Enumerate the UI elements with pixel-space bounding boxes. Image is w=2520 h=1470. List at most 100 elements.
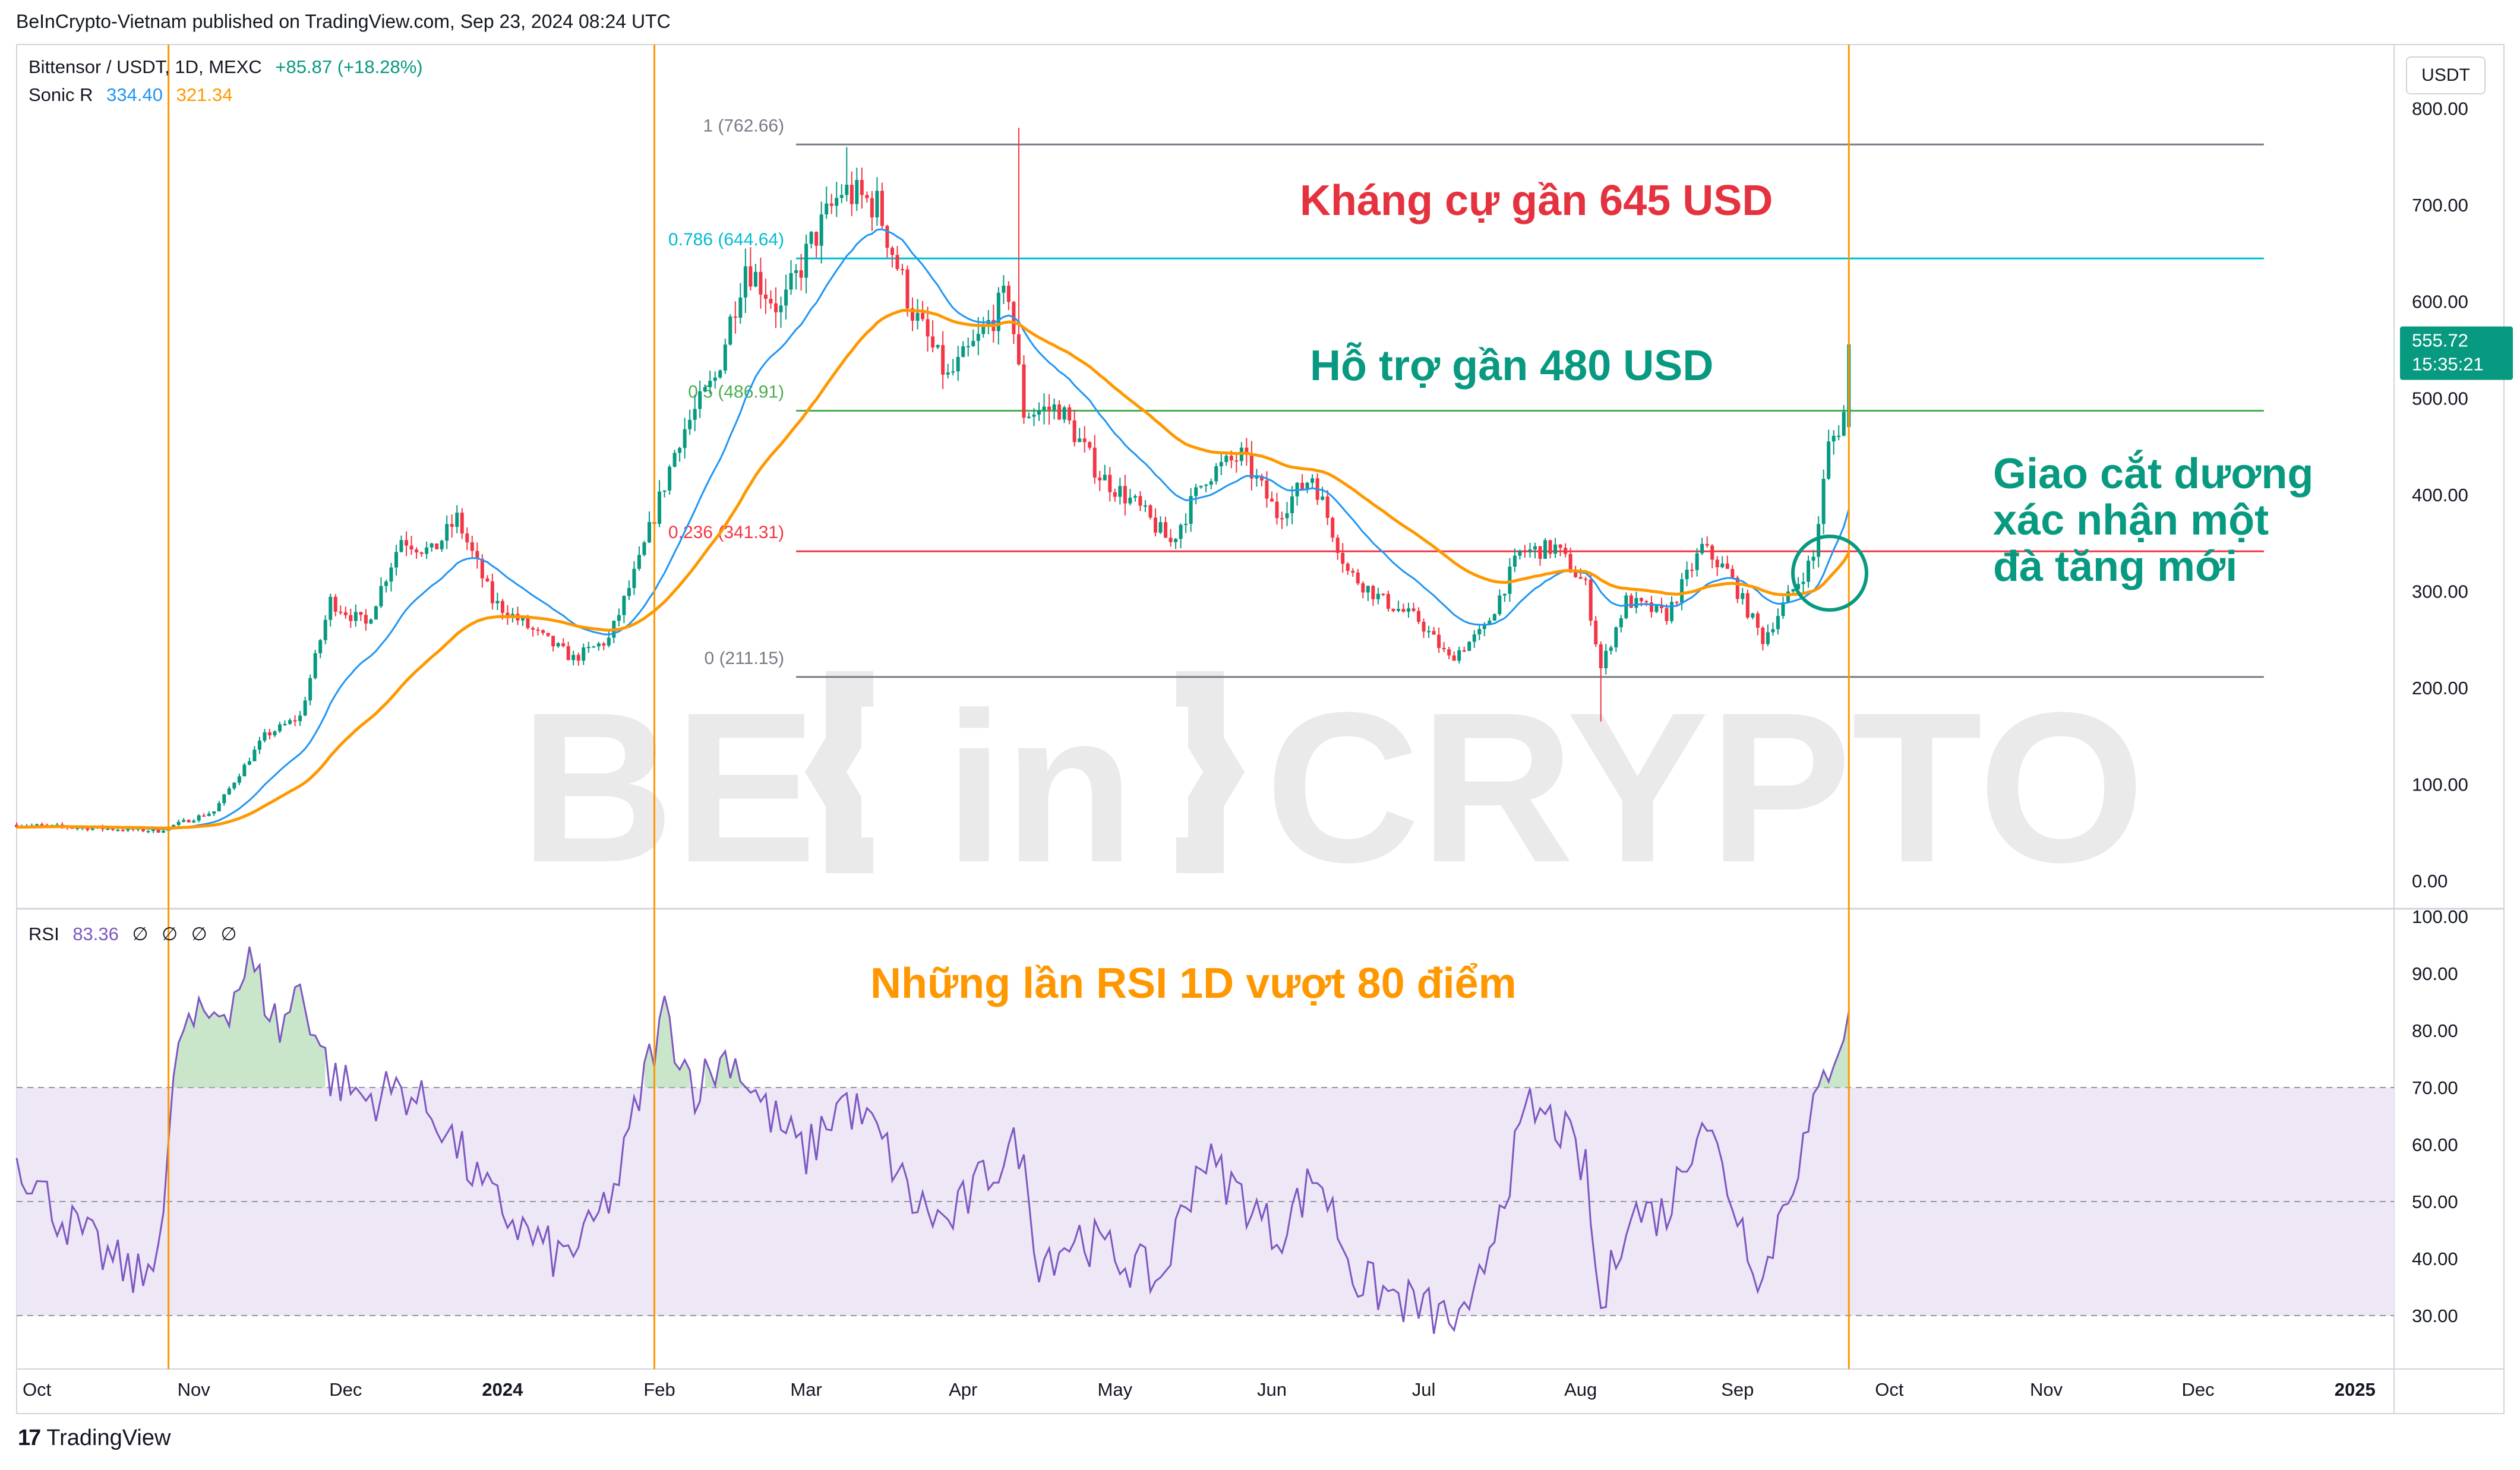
candle[interactable]	[1411, 602, 1416, 612]
candle[interactable]	[445, 515, 449, 549]
candle[interactable]	[339, 605, 343, 615]
candle[interactable]	[1209, 478, 1213, 489]
candle[interactable]	[885, 225, 889, 258]
candle[interactable]	[1391, 608, 1395, 612]
candle[interactable]	[738, 283, 743, 324]
candle[interactable]	[1710, 544, 1714, 568]
candle[interactable]	[1594, 616, 1598, 647]
candle[interactable]	[1082, 426, 1087, 453]
candle[interactable]	[1219, 452, 1223, 475]
candle[interactable]	[1016, 128, 1021, 366]
candle[interactable]	[926, 306, 930, 352]
candle[interactable]	[1037, 402, 1041, 421]
candle[interactable]	[490, 573, 494, 610]
candle[interactable]	[369, 618, 373, 624]
candle[interactable]	[389, 562, 393, 592]
candle[interactable]	[642, 540, 646, 557]
candle[interactable]	[1619, 615, 1623, 633]
candle[interactable]	[359, 611, 363, 621]
candle[interactable]	[713, 371, 717, 389]
candle[interactable]	[915, 299, 920, 330]
candle[interactable]	[308, 674, 312, 706]
candle[interactable]	[1538, 546, 1542, 566]
candle[interactable]	[1088, 441, 1092, 450]
candle[interactable]	[1807, 555, 1811, 588]
candle[interactable]	[1715, 556, 1719, 576]
candle[interactable]	[728, 314, 732, 346]
candle[interactable]	[1842, 405, 1846, 437]
candle[interactable]	[1047, 394, 1051, 425]
candle[interactable]	[1290, 486, 1294, 524]
candle[interactable]	[1472, 630, 1476, 648]
candle[interactable]	[723, 339, 727, 374]
candle[interactable]	[809, 230, 813, 249]
candle[interactable]	[1432, 627, 1436, 635]
candle[interactable]	[971, 329, 975, 347]
candle[interactable]	[1376, 587, 1380, 605]
candle[interactable]	[182, 818, 186, 823]
candle[interactable]	[1249, 441, 1253, 491]
candle[interactable]	[662, 490, 667, 498]
candle[interactable]	[1564, 543, 1568, 558]
candle[interactable]	[753, 264, 757, 287]
candle[interactable]	[648, 511, 651, 543]
candle[interactable]	[1310, 474, 1315, 488]
candle[interactable]	[850, 171, 854, 216]
candle[interactable]	[237, 773, 241, 785]
candle[interactable]	[293, 715, 297, 726]
candle[interactable]	[1331, 516, 1335, 542]
candle[interactable]	[257, 736, 261, 754]
candle[interactable]	[1346, 562, 1350, 576]
indicator-name[interactable]: Sonic R	[29, 84, 93, 105]
candle[interactable]	[475, 542, 479, 569]
candle[interactable]	[1614, 626, 1618, 652]
candle[interactable]	[1371, 584, 1375, 606]
candle[interactable]	[283, 720, 287, 726]
candle[interactable]	[911, 297, 915, 331]
candle[interactable]	[227, 786, 231, 795]
candle[interactable]	[263, 729, 267, 743]
candle[interactable]	[495, 592, 500, 611]
candle[interactable]	[1108, 467, 1112, 502]
candle[interactable]	[1057, 400, 1062, 421]
candle[interactable]	[1745, 589, 1750, 619]
candle[interactable]	[1321, 486, 1325, 501]
candle[interactable]	[749, 247, 753, 291]
candle[interactable]	[1584, 576, 1588, 586]
candle[interactable]	[374, 605, 378, 620]
candle[interactable]	[1113, 488, 1117, 502]
candle[interactable]	[546, 633, 550, 637]
candle[interactable]	[212, 811, 216, 816]
candle[interactable]	[784, 274, 788, 320]
candlestick-series[interactable]	[15, 128, 1851, 833]
candle[interactable]	[1164, 516, 1168, 538]
candle[interactable]	[1741, 587, 1745, 605]
candle[interactable]	[571, 650, 576, 666]
candle[interactable]	[40, 822, 44, 826]
candle[interactable]	[1811, 549, 1815, 570]
candle[interactable]	[668, 464, 672, 495]
candle[interactable]	[1300, 474, 1305, 491]
candle[interactable]	[1194, 483, 1198, 505]
candle[interactable]	[596, 641, 601, 651]
candle[interactable]	[1761, 626, 1765, 651]
rsi-line[interactable]	[15, 946, 1850, 1334]
candle[interactable]	[582, 643, 586, 665]
candle[interactable]	[485, 575, 490, 583]
candle[interactable]	[586, 641, 590, 653]
candle[interactable]	[1224, 453, 1229, 466]
candle[interactable]	[470, 536, 474, 559]
candle[interactable]	[1492, 613, 1496, 621]
candle[interactable]	[895, 246, 899, 271]
candle[interactable]	[506, 605, 510, 625]
candle[interactable]	[718, 369, 722, 379]
candle[interactable]	[1837, 425, 1841, 441]
candle[interactable]	[855, 167, 859, 211]
candle[interactable]	[343, 606, 348, 619]
candle[interactable]	[890, 246, 894, 268]
candle[interactable]	[394, 545, 398, 576]
candle[interactable]	[1634, 592, 1638, 614]
candle[interactable]	[176, 819, 181, 827]
candle[interactable]	[951, 359, 955, 376]
candle[interactable]	[1462, 646, 1466, 653]
